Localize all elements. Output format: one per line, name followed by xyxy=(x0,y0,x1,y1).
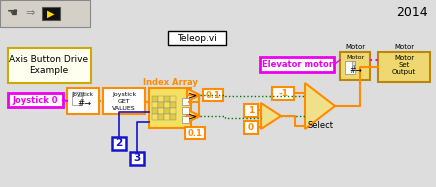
Bar xyxy=(164,102,170,108)
Polygon shape xyxy=(261,103,281,129)
Bar xyxy=(79,92,83,96)
Bar xyxy=(244,121,258,134)
Bar xyxy=(152,114,158,120)
Text: -1: -1 xyxy=(278,88,288,97)
Bar xyxy=(158,114,164,120)
Text: Elevator motor: Elevator motor xyxy=(262,60,333,69)
Text: 2014: 2014 xyxy=(396,5,428,19)
Polygon shape xyxy=(305,83,335,129)
Bar xyxy=(168,31,226,45)
Text: VALUES: VALUES xyxy=(112,105,136,111)
Bar xyxy=(170,96,176,102)
Text: Motor: Motor xyxy=(345,44,365,50)
Bar xyxy=(8,48,91,83)
Bar xyxy=(272,87,294,100)
Bar xyxy=(164,114,170,120)
Bar xyxy=(378,52,430,82)
Text: 0: 0 xyxy=(248,122,254,131)
Text: ▶: ▶ xyxy=(47,9,55,19)
Text: Motor: Motor xyxy=(394,55,414,61)
Bar xyxy=(244,104,258,117)
Text: ☚: ☚ xyxy=(7,7,19,19)
Bar xyxy=(182,98,189,105)
Text: 0.1: 0.1 xyxy=(187,128,202,137)
Polygon shape xyxy=(187,110,200,122)
Bar xyxy=(203,89,223,101)
Polygon shape xyxy=(187,88,200,102)
Bar xyxy=(67,88,99,114)
Text: 2: 2 xyxy=(116,138,123,148)
Bar xyxy=(345,61,355,74)
Bar xyxy=(103,88,145,114)
Bar xyxy=(170,108,176,114)
Bar xyxy=(158,108,164,114)
Bar xyxy=(340,52,370,80)
Text: Select: Select xyxy=(307,120,333,130)
Bar xyxy=(170,102,176,108)
Bar xyxy=(185,127,205,139)
Bar xyxy=(42,7,60,20)
Text: 0.1: 0.1 xyxy=(205,91,221,99)
Text: Motor: Motor xyxy=(394,44,414,50)
Bar xyxy=(149,88,191,128)
Bar xyxy=(152,108,158,114)
Text: 3: 3 xyxy=(133,153,141,163)
Text: Teleop.vi: Teleop.vi xyxy=(177,33,217,42)
Text: Joystick: Joystick xyxy=(112,91,136,96)
Text: Set: Set xyxy=(399,62,410,68)
Bar xyxy=(158,102,164,108)
Bar xyxy=(164,96,170,102)
Text: 1: 1 xyxy=(248,105,254,114)
Text: Index Array: Index Array xyxy=(143,77,198,87)
Bar xyxy=(260,57,334,72)
Bar xyxy=(352,61,355,65)
Bar xyxy=(0,0,90,27)
Bar xyxy=(130,152,144,165)
Text: #→: #→ xyxy=(77,99,91,108)
Text: Joystick: Joystick xyxy=(72,91,93,96)
Text: Output: Output xyxy=(392,69,416,75)
Bar xyxy=(158,96,164,102)
Text: >: > xyxy=(188,90,198,100)
Bar xyxy=(152,102,158,108)
Bar xyxy=(152,96,158,102)
Text: ⇒: ⇒ xyxy=(25,8,35,18)
Text: Motor: Motor xyxy=(346,54,364,59)
Bar xyxy=(8,93,63,107)
Text: >: > xyxy=(188,111,198,121)
Text: #→: #→ xyxy=(350,65,362,74)
Bar xyxy=(170,114,176,120)
Text: Axis Button Drive
Example: Axis Button Drive Example xyxy=(10,55,89,75)
Text: GET: GET xyxy=(118,99,130,103)
Bar xyxy=(164,108,170,114)
Bar xyxy=(3,27,433,184)
Bar xyxy=(72,92,82,105)
Text: Joystick 0: Joystick 0 xyxy=(13,96,58,105)
Bar xyxy=(182,107,189,114)
Bar xyxy=(112,137,126,150)
Bar xyxy=(182,116,189,123)
